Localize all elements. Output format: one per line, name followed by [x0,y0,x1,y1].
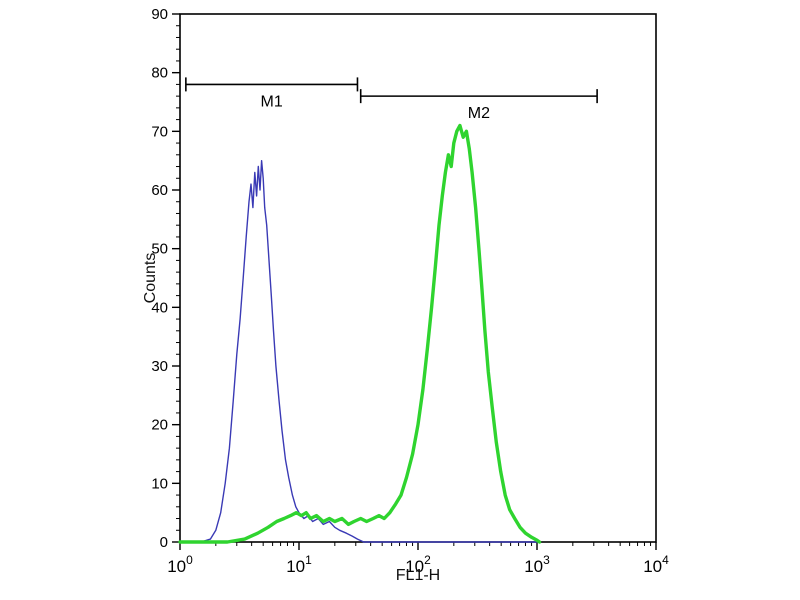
x-tick-label: 100 [167,553,193,576]
y-tick-label: 30 [151,358,168,375]
y-tick-label: 20 [151,417,168,434]
y-tick-label: 50 [151,241,168,258]
y-axis-title: Counts [142,252,159,304]
series-stained-green [178,123,542,544]
gate-label: M2 [468,105,490,122]
y-axis: 0 10 20 30 40 50 60 70 80 90 [151,6,180,551]
gate-m2: M2 [359,89,598,122]
y-tick-label: 80 [151,65,168,82]
y-tick-label: 10 [151,475,168,492]
gate-label: M1 [261,93,283,110]
y-tick-label: 90 [151,6,168,23]
y-tick-label: 40 [151,299,168,316]
y-tick-label: 70 [151,123,168,140]
x-axis-title: FL1-H [395,567,441,584]
series-control-blue [179,159,541,543]
y-tick-label: 60 [151,182,168,199]
x-tick-label: 104 [643,553,669,576]
x-tick-label: 103 [524,553,550,576]
x-tick-label: 101 [286,553,312,576]
y-tick-label: 0 [160,534,168,551]
plot-frame [179,13,657,543]
gate-m1: M1 [185,77,359,110]
